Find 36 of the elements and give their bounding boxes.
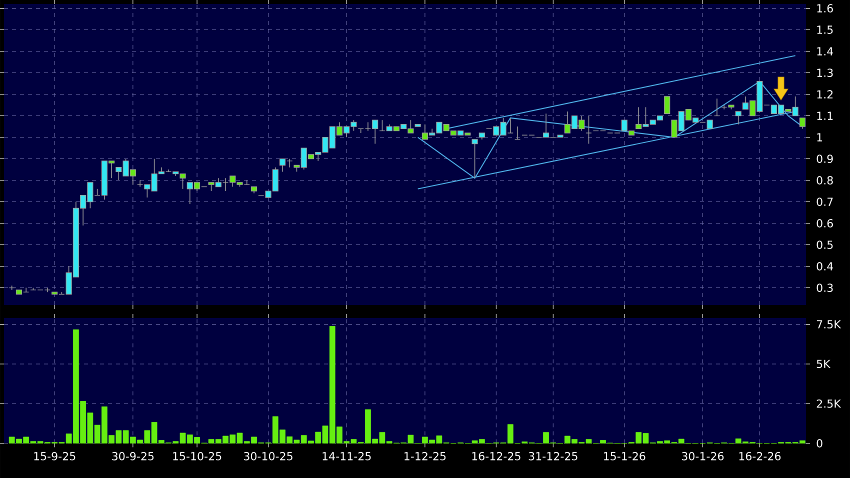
y-tick-label: 0.4	[816, 262, 834, 270]
x-tick-label: 30-9-25	[112, 452, 154, 460]
y-tick-label: 1.2	[817, 90, 833, 98]
y-tick-label: 1.4	[817, 47, 834, 56]
x-tick-label: 14-11-25	[322, 452, 371, 460]
y-tick-label: 0.9	[816, 154, 833, 163]
y-tick-label: 7.5K	[816, 320, 842, 328]
candlestick	[472, 139, 478, 179]
x-tick-label: 31-12-25	[528, 452, 578, 460]
candlestick	[799, 118, 806, 130]
x-tick-label: 1-12-25	[404, 452, 446, 460]
y-tick-label: 1.5	[817, 26, 833, 34]
x-tick-label: 30-1-26	[682, 452, 724, 460]
candlestick	[664, 96, 670, 114]
y-tick-label: 2.5K	[816, 399, 842, 408]
y-tick-label: 0.5	[816, 240, 833, 249]
y-tick-label: 0	[816, 439, 822, 448]
x-tick-label: 15-10-25	[173, 452, 222, 460]
y-tick-label: 1.6	[817, 4, 833, 12]
y-tick-label: 0.8	[816, 176, 833, 184]
candlestick	[514, 126, 521, 140]
y-tick-label: 5K	[816, 360, 831, 368]
y-tick-label: 0.7	[816, 198, 833, 206]
x-tick-label: 15-1-26	[604, 452, 646, 460]
y-tick-label: 1.1	[817, 112, 833, 120]
candlestick	[714, 98, 720, 116]
x-tick-label: 16-12-25	[472, 452, 520, 460]
y-tick-label: 1.3	[817, 68, 833, 77]
x-tick-label: 30-10-25	[244, 452, 292, 460]
y-tick-label: 1	[817, 133, 822, 142]
candlestick	[586, 115, 592, 144]
x-tick-label: 16-2-26	[739, 452, 781, 460]
x-tick-label: 15-9-25	[34, 452, 76, 460]
y-tick-label: 0.6	[816, 219, 833, 228]
candlestick	[735, 111, 742, 125]
y-tick-label: 0.3	[816, 284, 833, 292]
